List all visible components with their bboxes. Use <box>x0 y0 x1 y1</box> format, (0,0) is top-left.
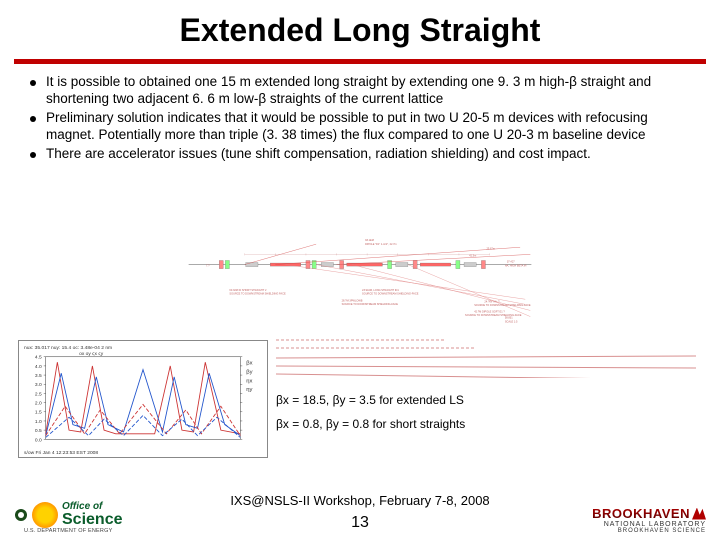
doe-office-science-logo: Office of Science U.S. DEPARTMENT OF ENE… <box>14 502 122 534</box>
science-label: Science <box>62 512 122 528</box>
bullet-list: It is possible to obtained one 15 m exte… <box>0 74 720 162</box>
bnl-mark-icon <box>692 508 706 520</box>
svg-text:93.1EM: 93.1EM <box>365 238 374 242</box>
bullet-item: It is possible to obtained one 15 m exte… <box>30 74 694 108</box>
svg-text:ηy: ηy <box>246 387 252 393</box>
doe-label: U.S. DEPARTMENT OF ENERGY <box>24 528 112 534</box>
brookhaven-logo: BROOKHAVEN NATIONAL LABORATORY BROOKHAVE… <box>592 507 706 534</box>
svg-text:4.5: 4.5 <box>35 355 42 361</box>
footer: IXS@NSLS-II Workshop, February 7-8, 2008… <box>0 478 720 540</box>
svg-text:3.5: 3.5 <box>35 373 42 379</box>
optics-plot: nux: 35.017 nuy: 15.4 oc: 3.48e-04 2 nmo… <box>18 340 268 458</box>
lattice-diagram: 93.1EMDIPOLE "D1" 1-in/2", 22.7m 25.67m 41… <box>14 236 706 338</box>
svg-text:SOURCE TO DOWNSTREAM SHIELDING: SOURCE TO DOWNSTREAM SHIELDING-FACE <box>342 302 399 306</box>
bullet-text: It is possible to obtained one 15 m exte… <box>46 74 694 108</box>
bullet-text: Preliminary solution indicates that it w… <box>46 110 694 144</box>
svg-text:SCALE 1:5: SCALE 1:5 <box>505 320 518 324</box>
svg-text:37.427: 37.427 <box>507 260 515 264</box>
svg-text:23.944M, LONG STRAIGHT ID1: 23.944M, LONG STRAIGHT ID1 <box>362 288 399 292</box>
svg-text:24.?6V HA, ?: 24.?6V HA, ? <box>484 299 500 303</box>
svg-text:0.0: 0.0 <box>35 437 42 443</box>
svg-text:25.67m: 25.67m <box>486 246 495 250</box>
doe-seal-icon <box>14 508 28 522</box>
svg-text:0.5: 0.5 <box>35 428 42 434</box>
title-rule <box>14 59 706 64</box>
bnl-sub-label: NATIONAL LABORATORY <box>592 521 706 528</box>
bullet-text: There are accelerator issues (tune shift… <box>46 146 591 163</box>
page-title: Extended Long Straight <box>0 12 720 49</box>
beta-extended: βx = 18.5, βy = 3.5 for extended LS <box>276 393 706 407</box>
bullet-item: There are accelerator issues (tune shift… <box>30 146 694 163</box>
beta-short: βx = 0.8, βy = 0.8 for short straights <box>276 417 706 431</box>
svg-text:2.0: 2.0 <box>35 401 42 407</box>
svg-text:DIPOLE "D1" 1-in/2", 22.7m: DIPOLE "D1" 1-in/2", 22.7m <box>365 242 397 246</box>
svg-text:βy: βy <box>246 369 252 375</box>
svg-text:3.0: 3.0 <box>35 382 42 388</box>
beta-labels: βx = 18.5, βy = 3.5 for extended LS βx =… <box>276 332 706 439</box>
svg-text:42.?M DIPOLE SOFT E1 ?: 42.?M DIPOLE SOFT E1 ? <box>474 310 505 314</box>
svg-text:4.0: 4.0 <box>35 364 42 370</box>
brookhaven-text: BROOKHAVEN <box>592 507 690 520</box>
svg-text:ηx: ηx <box>246 378 252 384</box>
bullet-item: Preliminary solution indicates that it w… <box>30 110 694 144</box>
svg-text:1.0: 1.0 <box>35 419 42 425</box>
bnl-sub2-label: BROOKHAVEN SCIENCE <box>592 528 706 534</box>
svg-text:βx: βx <box>246 361 252 367</box>
svg-text:ox oy ςx ςy: ox oy ςx ςy <box>79 352 104 357</box>
svg-text:s/ow Fri Jan 4 12:23:53 EST 2: s/ow Fri Jan 4 12:23:53 EST 2008 <box>24 450 98 456</box>
side-line-art <box>276 332 696 378</box>
svg-text:SOURCE TO DOWNSTREAM SHIELDING: SOURCE TO DOWNSTREAM SHIELDING FACE <box>229 292 286 296</box>
svg-text:SOURCE TO DOWNSTREAM SHIELDING: SOURCE TO DOWNSTREAM SHIELDING-FACE <box>474 303 531 307</box>
svg-text:1.5: 1.5 <box>35 410 42 416</box>
svg-text:HA, HIGH BETA IR: HA, HIGH BETA IR <box>505 264 527 268</box>
bullet-icon <box>30 152 36 158</box>
svg-text:41.3m: 41.3m <box>469 253 476 257</box>
diagram-area: 93.1EMDIPOLE "D1" 1-in/2", 22.7m 25.67m 41… <box>14 236 706 442</box>
svg-text:SOURCE TO DOWNSTREAM SHIELDING: SOURCE TO DOWNSTREAM SHIELDING-FACE <box>362 292 419 296</box>
svg-text:28.?M 3PWLOWB: 28.?M 3PWLOWB <box>342 298 363 302</box>
svg-text:60.32M ID SHORT STRAIGHT 2: 60.32M ID SHORT STRAIGHT 2 <box>229 288 267 292</box>
bullet-icon <box>30 116 36 122</box>
bullet-icon <box>30 80 36 86</box>
svg-text:SOURCE TO DOWNSTREAM SHIELDING: SOURCE TO DOWNSTREAM SHIELDING-FACE <box>465 313 522 317</box>
svg-text:nux: 35.017 nuy: 15.4 oc: 3.: nux: 35.017 nuy: 15.4 oc: 3.48e-04 2 nm <box>24 345 112 351</box>
svg-text:2.5: 2.5 <box>35 391 42 397</box>
sun-icon <box>32 502 58 528</box>
svg-text:7.?: 7.? <box>206 264 210 268</box>
